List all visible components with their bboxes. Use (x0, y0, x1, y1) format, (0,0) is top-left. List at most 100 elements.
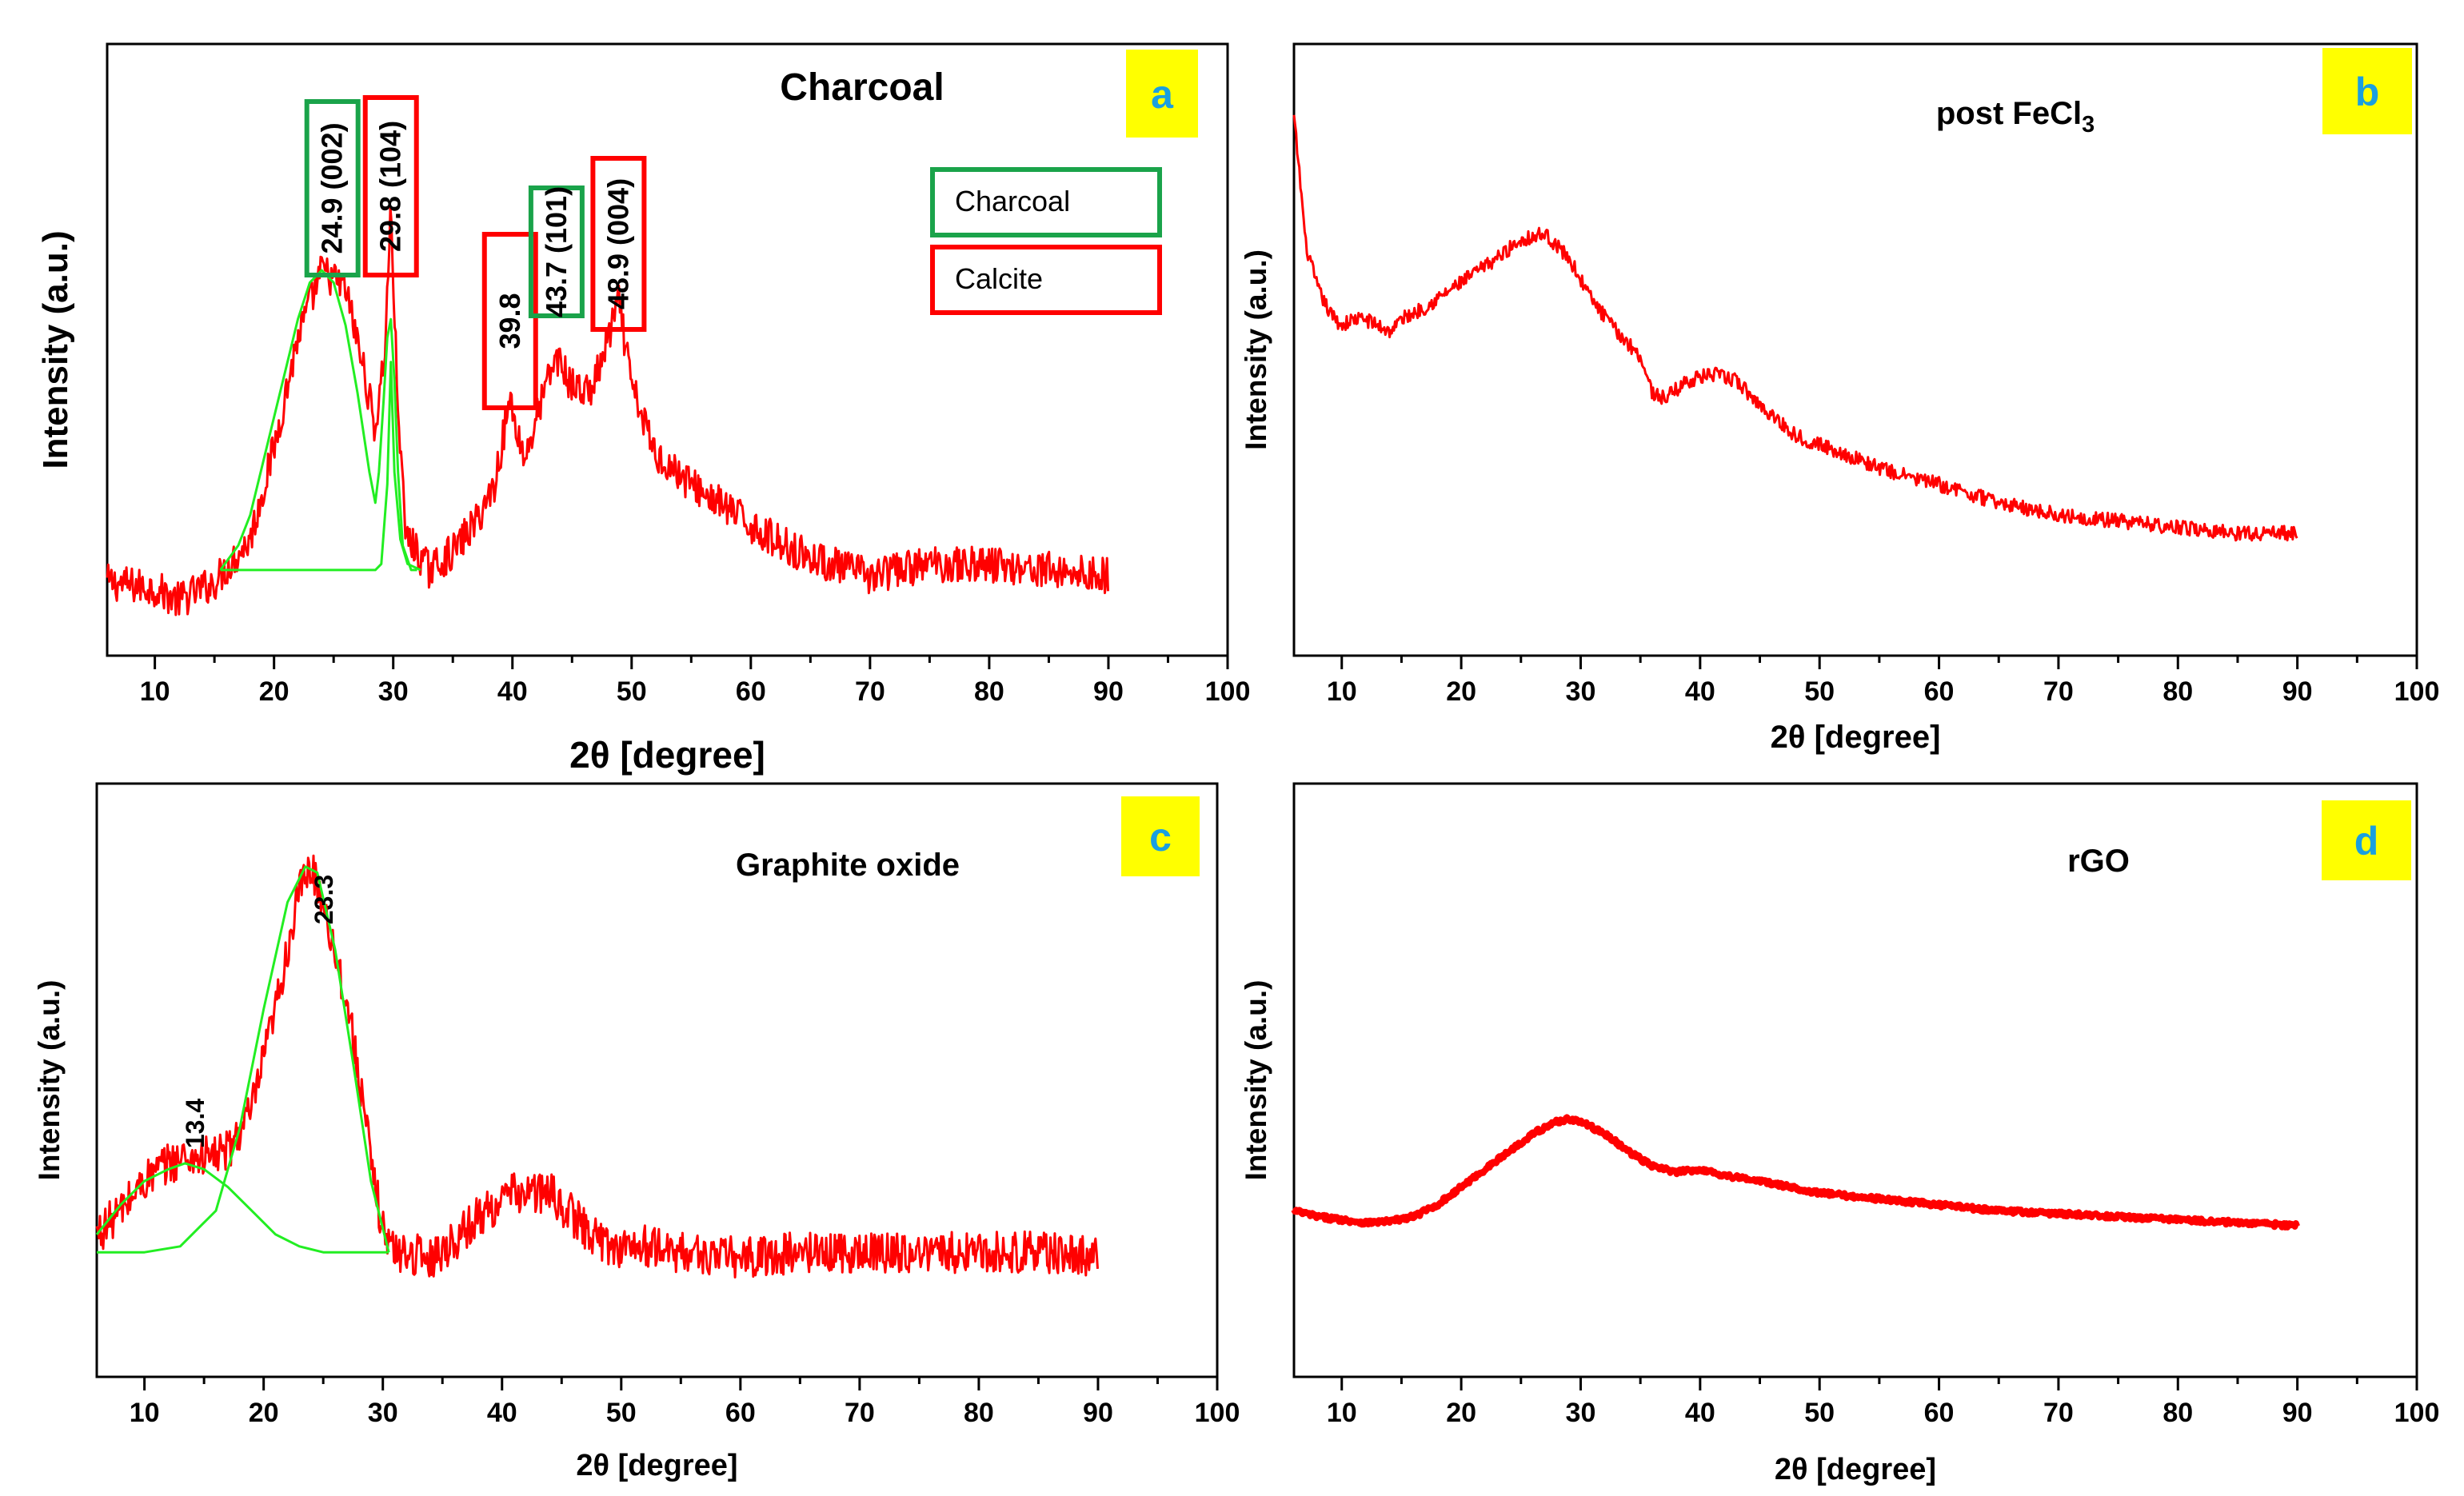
x-tick-label: 20 (259, 676, 290, 707)
panel-title-text: rGO (2067, 844, 2130, 879)
x-tick-label: 80 (964, 1398, 994, 1428)
series-line (1292, 114, 2298, 542)
x-tick-label: 90 (1083, 1398, 1113, 1428)
peak-label: 24.9 (002) (316, 122, 349, 253)
peak-annotation: 43.7 (101) (528, 186, 585, 318)
panel-letter: b (2355, 70, 2380, 114)
peak-label: 23.3 (309, 875, 338, 924)
peak-label: 48.9 (004) (601, 178, 634, 309)
peak-annotation: 48.9 (004) (590, 156, 647, 332)
panel-title-subscript: 3 (2082, 112, 2095, 138)
y-axis-label: Intensity (a.u.) (1240, 249, 1272, 450)
x-axis-label: 2θ [degree] (1771, 720, 1941, 755)
panel-title-text: Graphite oxide (736, 848, 960, 883)
peak-label: 39.8 (493, 293, 526, 349)
panel-title-text: Charcoal (780, 66, 944, 109)
peak-annotation: 24.9 (002) (304, 99, 361, 277)
peak-annotation: 23.3 (309, 875, 338, 924)
fit-curve (97, 865, 390, 1254)
x-tick-label: 60 (725, 1398, 756, 1428)
panel-letter: c (1149, 815, 1172, 860)
plot-frame (1292, 782, 2418, 1378)
plot-frame (1292, 42, 2418, 657)
peak-label: 13.4 (181, 1099, 210, 1148)
fit-curve (219, 269, 417, 572)
x-tick-label: 100 (2394, 1398, 2440, 1428)
x-tick-label: 60 (1924, 1398, 1955, 1428)
series-line (106, 205, 1109, 616)
plot-frame (106, 42, 1229, 657)
x-tick-label: 90 (1093, 676, 1124, 707)
x-tick-label: 50 (617, 676, 647, 707)
x-tick-label: 60 (736, 676, 766, 707)
x-tick-label: 40 (497, 676, 528, 707)
y-axis-label: Intensity (a.u.) (33, 980, 66, 1181)
panel-letter: a (1151, 72, 1174, 117)
peak-annotation: 29.8 (104) (362, 95, 419, 277)
panel-d: 10 20 30 40 50 60 70 80 90 100 2θ [degree] Intensit… (1240, 782, 2440, 1486)
x-tick-label: 100 (1195, 1398, 1240, 1428)
panel-badge (2322, 800, 2411, 880)
panel-title: rGO (2067, 844, 2130, 879)
panel-a: 10 20 30 40 50 60 70 80 90 100 2θ [degree] Intensit… (36, 42, 1251, 776)
x-tick-label: 60 (1924, 676, 1955, 707)
x-axis-label: 2θ [degree] (576, 1449, 737, 1482)
peak-label-box (362, 95, 419, 277)
x-tick-label: 70 (2043, 676, 2074, 707)
legend: Charcoal Calcite (930, 167, 1162, 315)
x-tick-label: 30 (378, 676, 409, 707)
x-tick-label: 20 (1446, 676, 1476, 707)
panel-c: 10 20 30 40 50 60 70 80 90 100 2θ [degree] Intensit… (33, 782, 1240, 1482)
fit-curve (95, 1162, 389, 1254)
x-tick-label: 90 (2282, 1398, 2313, 1428)
x-tick-label: 100 (1205, 676, 1251, 707)
x-tick-label: 70 (2043, 1398, 2074, 1428)
x-tick-label: 70 (845, 1398, 875, 1428)
fit-curve (220, 361, 421, 572)
x-tick-label: 50 (1804, 1398, 1835, 1428)
peak-annotation: 13.4 (181, 1099, 210, 1148)
plot-frame (95, 782, 1219, 1378)
x-tick-label: 40 (1685, 676, 1715, 707)
panel-badge (2322, 48, 2412, 134)
panel-letter: d (2354, 819, 2379, 864)
x-tick-label: 10 (130, 1398, 160, 1428)
x-tick-label: 20 (249, 1398, 279, 1428)
x-tick-label: 80 (2162, 1398, 2193, 1428)
x-tick-label: 20 (1446, 1398, 1476, 1428)
x-tick-label: 10 (1327, 1398, 1357, 1428)
legend-box (930, 167, 1162, 237)
x-tick-label: 40 (1685, 1398, 1715, 1428)
series-line (1291, 1114, 2300, 1231)
x-tick-label: 50 (1804, 676, 1835, 707)
panel-badge (1121, 796, 1200, 876)
peak-label-box (481, 232, 538, 410)
series-line (95, 854, 1099, 1279)
x-tick-label: 50 (606, 1398, 637, 1428)
peak-label-box (590, 156, 647, 332)
x-tick-label: 70 (855, 676, 885, 707)
x-tick-label: 30 (1566, 1398, 1596, 1428)
x-tick-label: 30 (1566, 676, 1596, 707)
peak-label-box (304, 99, 361, 277)
legend-label: Charcoal (955, 185, 1070, 217)
x-tick-label: 10 (1327, 676, 1357, 707)
x-tick-label: 40 (487, 1398, 517, 1428)
panel-b: 10 20 30 40 50 60 70 80 90 100 2θ [degree] Intensit… (1240, 42, 2440, 755)
peak-label-box (528, 186, 585, 318)
peak-label: 29.8 (104) (374, 121, 407, 252)
panel-badge (1126, 50, 1198, 138)
x-tick-label: 30 (368, 1398, 398, 1428)
x-tick-label: 90 (2282, 676, 2313, 707)
panel-title: Charcoal (780, 66, 944, 109)
x-tick-label: 80 (974, 676, 1004, 707)
x-tick-label: 10 (140, 676, 170, 707)
y-axis-label: Intensity (a.u.) (36, 230, 75, 469)
x-tick-label: 80 (2162, 676, 2193, 707)
panel-title-text: post FeCl (1936, 96, 2082, 131)
x-axis-label: 2θ [degree] (1775, 1453, 1936, 1486)
x-axis-label: 2θ [degree] (569, 734, 765, 776)
x-tick-label: 100 (2394, 676, 2440, 707)
panel-title: post FeCl3 (1936, 96, 2095, 138)
